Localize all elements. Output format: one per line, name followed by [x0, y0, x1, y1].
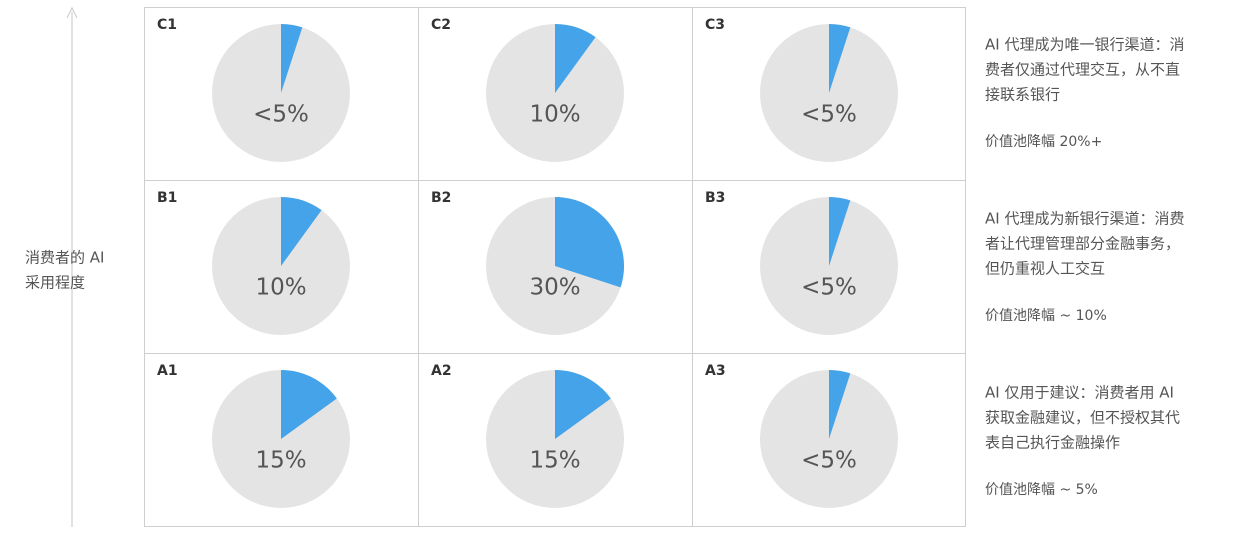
scenario-description: 获取金融建议，但不授权其代	[985, 409, 1180, 427]
scenario-impact: 价值池降幅 ~ 5%	[985, 482, 1098, 498]
pie-slice	[281, 197, 322, 266]
cell-title: A2	[431, 363, 452, 379]
cell-title: C1	[157, 17, 177, 33]
scenario-description: AI 仅用于建议：消费者用 AI	[985, 384, 1174, 402]
cell-title: A3	[705, 363, 726, 379]
value-label: <5%	[801, 275, 857, 301]
scenario-description: 费者仅通过代理交互，从不直	[985, 61, 1180, 79]
scenario-impact: 价值池降幅 ~ 10%	[985, 308, 1107, 324]
pie-slice	[829, 370, 851, 439]
scenario-description: 但仍重视人工交互	[985, 260, 1105, 278]
scenario-description: 接联系银行	[985, 86, 1060, 104]
cell-title: C3	[705, 17, 725, 33]
pie-slice	[555, 197, 624, 288]
pie-slice	[555, 24, 596, 93]
cell-title: B3	[705, 190, 725, 206]
arrow-head	[66, 6, 78, 19]
value-label: <5%	[801, 102, 857, 128]
value-label: 10%	[255, 275, 306, 301]
y-axis-label: 采用程度	[25, 274, 85, 292]
value-label: <5%	[253, 102, 309, 128]
scenario-description: 表自己执行金融操作	[985, 434, 1120, 452]
cell-title: C2	[431, 17, 451, 33]
scenario-description: AI 代理成为唯一银行渠道：消	[985, 36, 1184, 54]
cell-title: A1	[157, 363, 178, 379]
pie-slice	[829, 197, 851, 266]
y-axis-label: 消费者的 AI	[25, 249, 104, 267]
value-label: <5%	[801, 448, 857, 474]
pie-slice	[281, 370, 337, 439]
cell-title: B1	[157, 190, 177, 206]
cell-title: B2	[431, 190, 451, 206]
pie-slice	[555, 369, 611, 439]
pie-slice	[829, 24, 851, 93]
value-label: 10%	[529, 102, 580, 128]
value-label: 30%	[529, 275, 580, 301]
value-label: 15%	[255, 448, 306, 474]
pie-slice	[281, 24, 303, 93]
scenario-description: AI 代理成为新银行渠道：消费	[985, 210, 1184, 228]
scenario-description: 者让代理管理部分金融事务，	[985, 235, 1180, 253]
grid-border	[144, 7, 966, 527]
scenario-impact: 价值池降幅 20%+	[985, 134, 1102, 150]
value-label: 15%	[529, 448, 580, 474]
